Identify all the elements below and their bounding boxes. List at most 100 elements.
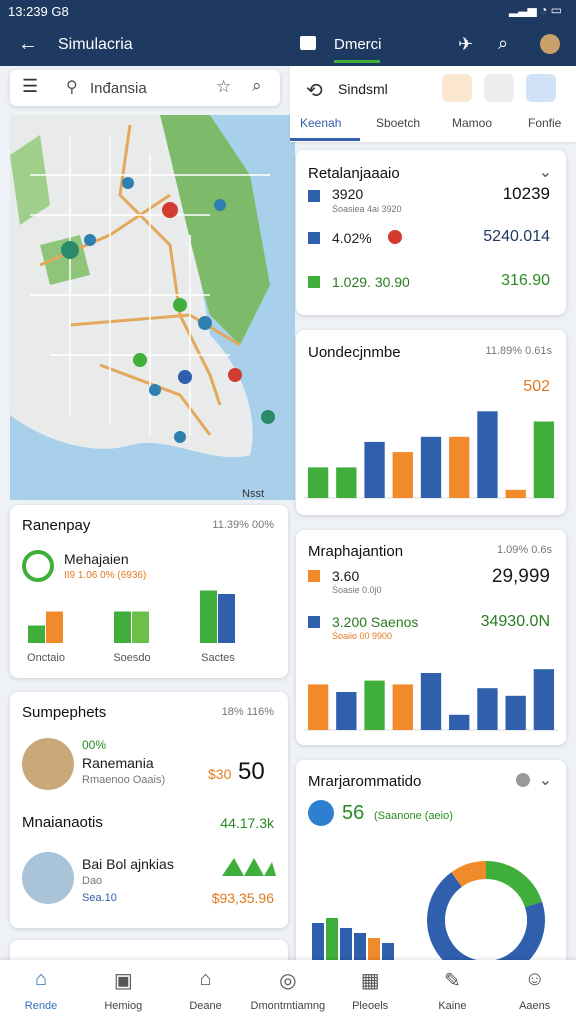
- row-label: 3920: [332, 186, 364, 202]
- row-value: 316.90: [501, 272, 550, 289]
- row-icon: [308, 232, 320, 244]
- panel-tab[interactable]: Mamoo: [452, 116, 493, 130]
- row-value: 5240.014: [483, 228, 550, 245]
- nav-item[interactable]: Deane: [189, 1000, 222, 1012]
- bar: [354, 933, 366, 968]
- row-icon: [308, 616, 320, 628]
- product-name: Bai Bol ajnkias: [82, 856, 174, 872]
- panel-title: Sindsml: [338, 81, 388, 97]
- panel-action[interactable]: [442, 74, 472, 102]
- bar: [326, 918, 338, 968]
- panel-tab[interactable]: Keenah: [300, 116, 342, 130]
- bar-label: Onctaio: [27, 652, 65, 664]
- back-button[interactable]: ←: [18, 33, 38, 55]
- trend-card: Uondecjnmbe 11.89% 0.61s 502: [296, 330, 566, 515]
- bar: [307, 467, 329, 498]
- info-icon[interactable]: [516, 773, 530, 787]
- row-label: 3.200 Saenos: [332, 614, 419, 630]
- bar: [200, 590, 217, 643]
- donut-segment: [485, 861, 543, 908]
- nav-item[interactable]: Aaens: [519, 1000, 551, 1012]
- bar: [505, 695, 526, 730]
- product-badge: 00%: [82, 738, 107, 752]
- bar: [420, 673, 442, 730]
- bar: [336, 467, 357, 498]
- bar: [449, 436, 470, 498]
- highlight: 502: [523, 378, 550, 395]
- bar-chart: [304, 411, 558, 499]
- card-stat: 1.09% 0.6s: [496, 544, 552, 556]
- ranking-name: Mehajaien: [64, 551, 129, 567]
- bar: [340, 928, 352, 968]
- search-text: Inđansia: [90, 80, 147, 97]
- bottom-nav: ⌂ Rende ▣ Hemiog ⌂ Deane ◎ Dmontmtiamng ▦ Pleoels…: [0, 960, 576, 1024]
- nav-icon: ⌂: [199, 968, 212, 990]
- nav-item[interactable]: Dmontmtiamng: [250, 1000, 326, 1012]
- row-label: 3.60: [332, 568, 360, 584]
- nav-item[interactable]: Pleoels: [352, 1000, 389, 1012]
- market-card: Mrarjarommatido ⌄ 56 (Saanone (aeio): [296, 760, 566, 970]
- row-sub: Ṡoasie 0.0j0: [332, 585, 382, 595]
- product-sub: Dao: [82, 875, 103, 887]
- search-icon: ⚲: [66, 79, 78, 96]
- expand-icon[interactable]: ⌄: [538, 164, 552, 181]
- nav-icon: ▦: [360, 970, 380, 992]
- migration-card: Mraphajantion 1.09% 0.6s 3.60 Ṡoasie 0.0…: [296, 530, 566, 745]
- nav-item[interactable]: Kaine: [438, 1000, 467, 1012]
- menu-icon[interactable]: ☰: [22, 76, 39, 96]
- section-title: Mnaianaotis: [22, 814, 103, 831]
- bar: [364, 680, 385, 730]
- panel-action[interactable]: [484, 74, 514, 102]
- market-sub: (Saanone (aeio): [374, 810, 453, 822]
- search-button[interactable]: ⌕: [498, 33, 509, 53]
- share-button[interactable]: ✈: [458, 34, 474, 54]
- nav-icon: ☺: [524, 968, 545, 990]
- bar: [533, 669, 555, 730]
- product-price: 50: [238, 758, 265, 785]
- bar-label: Sactes: [201, 652, 235, 664]
- tab-icon: [300, 36, 316, 50]
- tab-underline: [334, 60, 380, 63]
- panel-action[interactable]: [526, 74, 556, 102]
- panel-tab[interactable]: Sboetch: [376, 116, 421, 130]
- bar: [449, 714, 470, 730]
- product-sub: Rmaenoo Oaais): [82, 774, 166, 786]
- panel-back[interactable]: ⟲: [306, 80, 323, 102]
- avatar[interactable]: [540, 34, 560, 54]
- panel-tab[interactable]: Fonfie: [528, 116, 562, 130]
- product-image: [22, 738, 74, 790]
- bar: [132, 611, 149, 643]
- section-value: 44.17.3k: [220, 815, 274, 831]
- nav-icon: ◎: [279, 970, 297, 992]
- row-icon: [308, 570, 320, 582]
- search-bar[interactable]: ☰ ⚲ Inđansia ☆ ⌕: [10, 70, 280, 106]
- nav-item[interactable]: Hemiog: [104, 1000, 143, 1012]
- bar: [114, 611, 131, 643]
- bar: [218, 594, 235, 643]
- nav-item[interactable]: Rende: [24, 1000, 58, 1012]
- expand-icon[interactable]: ⌄: [538, 772, 552, 789]
- bar: [533, 421, 555, 498]
- bar: [392, 684, 413, 730]
- panel-header: ⟲ Sindsml Keenah Sboetch Mamoo Fonfie: [290, 66, 576, 142]
- app-tab[interactable]: Dmerci: [334, 36, 382, 53]
- row-sub: Ṡoaiio 00 9900: [332, 631, 393, 641]
- search-go[interactable]: ⌕: [252, 76, 262, 95]
- map[interactable]: Nsst: [10, 115, 295, 500]
- ranking-card: Ranenpay 11.39% 00% Mehajaien II9 1.06 0…: [10, 505, 288, 678]
- row-icon: [308, 276, 320, 288]
- product-image: [22, 852, 74, 904]
- market-icon: [308, 800, 334, 826]
- bar-chart: Onctaio Soesdo Sactes: [27, 590, 235, 664]
- market-chart: [312, 861, 545, 970]
- row-icon: [308, 190, 320, 202]
- favorite-icon[interactable]: ☆: [216, 77, 232, 96]
- nav-icon: ▣: [113, 970, 133, 992]
- row-value: 34930.0N: [480, 613, 550, 630]
- card-title: Mrarjarommatido: [308, 773, 422, 790]
- summary-card: Retalanjaaaio ⌄ 3920 Ṡoasiea 4ai 3920 10…: [296, 150, 566, 315]
- card-stat: 18% 116%: [221, 706, 274, 718]
- app-title: Simulacria: [58, 36, 133, 53]
- row-value: 29,999: [491, 566, 550, 587]
